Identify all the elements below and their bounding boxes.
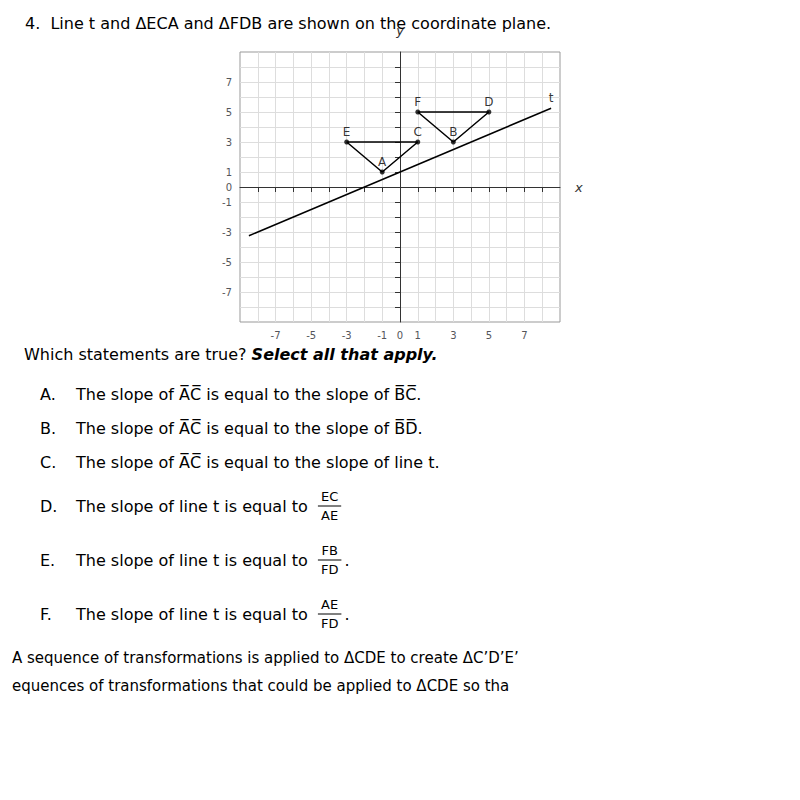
svg-text:D: D [484,95,493,109]
svg-text:B.: B. [40,419,56,438]
svg-text:.: . [344,605,349,624]
svg-text:equences of transformations th: equences of transformations that could b… [12,677,509,695]
svg-text:1: 1 [415,330,421,341]
svg-text:5: 5 [226,107,232,118]
svg-text:C.: C. [40,453,56,472]
svg-text:A: A [378,155,387,169]
svg-text:The slope of line t is equal t: The slope of line t is equal to [75,551,308,570]
svg-text:A sequence of transformations: A sequence of transformations is applied… [12,649,519,667]
svg-text:-5: -5 [222,257,232,268]
svg-text:EC: EC [321,489,338,504]
svg-text:-3: -3 [222,227,232,238]
svg-text:-7: -7 [222,287,232,298]
svg-text:x: x [574,180,583,195]
svg-text:-5: -5 [306,330,316,341]
svg-text:-1: -1 [222,197,232,208]
svg-text:t: t [549,91,554,105]
svg-text:F.: F. [40,605,52,624]
svg-text:0: 0 [226,182,232,193]
svg-text:7: 7 [521,330,527,341]
svg-text:The slope of line t is equal t: The slope of line t is equal to [75,605,308,624]
svg-text:-1: -1 [377,330,387,341]
svg-text:.: . [344,551,349,570]
svg-text:-3: -3 [342,330,352,341]
svg-text:Select all that apply.: Select all that apply. [252,345,438,364]
svg-text:FD: FD [321,562,339,577]
svg-text:Which statements are true?: Which statements are true? [24,345,247,364]
svg-text:4. Line t and ΔECA and ΔFDB a: 4. Line t and ΔECA and ΔFDB are shown on… [25,14,551,33]
svg-text:5: 5 [486,330,492,341]
svg-text:7: 7 [226,77,232,88]
svg-text:C: C [414,125,422,139]
svg-text:AE: AE [321,597,338,612]
svg-text:The slope of A̅C̅ is equal to: The slope of A̅C̅ is equal to the slope … [75,453,440,472]
svg-text:The slope of line t is equal t: The slope of line t is equal to [75,497,308,516]
svg-text:FB: FB [321,543,337,558]
svg-text:B: B [449,125,457,139]
svg-text:F: F [414,95,421,109]
svg-text:-7: -7 [271,330,281,341]
svg-text:0: 0 [397,330,403,341]
svg-text:E.: E. [40,551,55,570]
svg-text:The slope of A̅C̅ is equal to: The slope of A̅C̅ is equal to the slope … [75,385,421,404]
svg-text:3: 3 [226,137,232,148]
svg-text:E: E [343,125,351,139]
svg-text:The slope of A̅C̅ is equal to: The slope of A̅C̅ is equal to the slope … [75,419,423,438]
svg-text:A.: A. [40,385,56,404]
svg-text:FD: FD [321,616,339,631]
svg-text:1: 1 [226,167,232,178]
svg-text:D.: D. [40,497,57,516]
svg-text:3: 3 [450,330,456,341]
svg-text:AE: AE [321,508,338,523]
